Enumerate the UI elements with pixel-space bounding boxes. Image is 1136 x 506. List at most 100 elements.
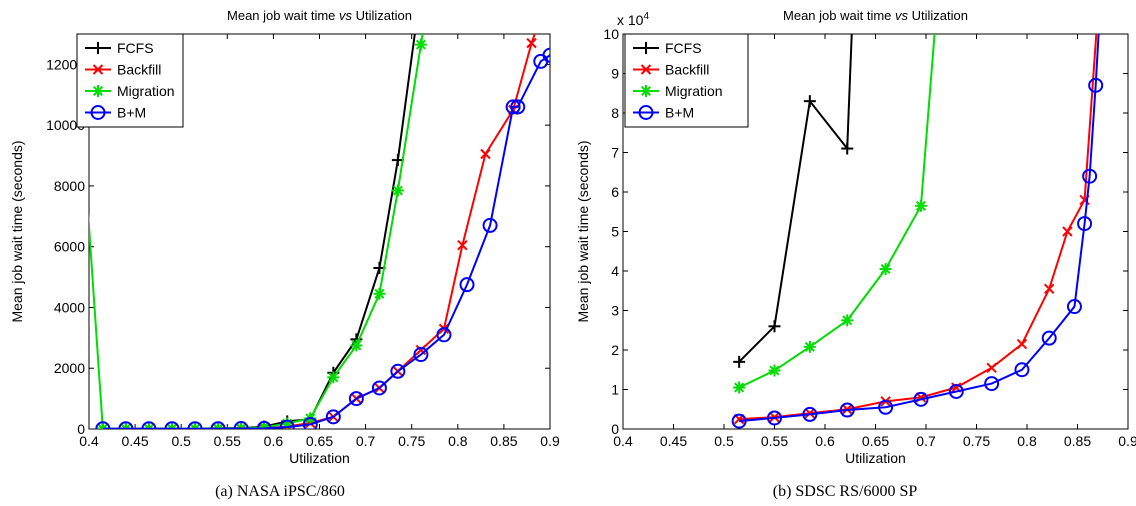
chart-title-part: Mean job wait time bbox=[783, 8, 895, 23]
series-b-m bbox=[95, 47, 550, 429]
data-point-x bbox=[1062, 226, 1073, 237]
data-point-circle bbox=[1082, 168, 1098, 184]
data-point-circle bbox=[1041, 330, 1057, 346]
data-point-circle bbox=[371, 380, 387, 396]
x-tick-label: 0.65 bbox=[306, 433, 333, 449]
data-point-x bbox=[526, 37, 537, 49]
legend-item: B+M bbox=[85, 105, 146, 121]
data-point-circle bbox=[348, 391, 364, 407]
chart-title-part: Utilization bbox=[908, 8, 968, 23]
data-point-asterisk bbox=[842, 315, 853, 326]
legend-item: Migration bbox=[633, 83, 723, 99]
x-tick-label: 0.55 bbox=[761, 433, 788, 449]
y-tick-label: 10000 bbox=[46, 117, 85, 133]
data-point-asterisk bbox=[734, 382, 745, 393]
x-tick-label: 0.65 bbox=[862, 433, 889, 449]
data-point-x bbox=[1016, 338, 1028, 350]
data-point-x bbox=[986, 362, 997, 373]
data-point-asterisk bbox=[804, 341, 815, 352]
y-tick-label: 4000 bbox=[54, 299, 85, 315]
y-tick-label: 9 bbox=[611, 66, 619, 82]
series-line bbox=[739, 34, 1100, 423]
data-point-x bbox=[804, 407, 816, 419]
data-point-circle bbox=[542, 47, 550, 63]
chart-panel-1: Mean job wait time vs Utilization 0.4 0.45… bbox=[9, 0, 560, 500]
chart-title-part: Utilization bbox=[352, 8, 412, 23]
y-tick-label: 12000 bbox=[46, 56, 85, 72]
x-tick-label: 0.6 bbox=[815, 433, 835, 449]
data-point-circle bbox=[187, 421, 203, 429]
data-point-asterisk bbox=[415, 39, 426, 50]
x-tick-label: 0.85 bbox=[490, 433, 517, 449]
data-point-circle bbox=[459, 277, 475, 293]
data-point-asterisk bbox=[640, 85, 652, 97]
data-point-x bbox=[1093, 10, 1102, 19]
y-axis-exponent-power: 4 bbox=[643, 11, 649, 22]
data-point-x bbox=[457, 239, 468, 251]
y-tick-label: 5 bbox=[611, 224, 619, 240]
data-point-circle bbox=[1066, 299, 1082, 315]
x-tick-label: 0.45 bbox=[121, 433, 148, 449]
legend-item: Migration bbox=[85, 83, 175, 99]
data-point-circle bbox=[210, 421, 226, 429]
x-tick-label: 0.4 bbox=[79, 433, 99, 449]
legend-item: Backfill bbox=[633, 62, 709, 78]
legend-label: B+M bbox=[665, 105, 694, 121]
y-tick-label: 10 bbox=[603, 26, 619, 42]
data-point-asterisk bbox=[880, 264, 891, 275]
data-point-asterisk bbox=[769, 365, 780, 376]
y-axis-exponent: x 104 bbox=[617, 11, 649, 28]
data-point-circle bbox=[325, 409, 341, 425]
x-tick-label: 0.8 bbox=[448, 433, 468, 449]
data-point-asterisk bbox=[392, 185, 403, 196]
data-point-x bbox=[415, 344, 427, 356]
data-point-circle bbox=[482, 217, 498, 233]
series-line bbox=[738, 34, 853, 363]
data-point-circle bbox=[302, 416, 318, 429]
data-point-circle bbox=[390, 363, 406, 379]
legend-label: Migration bbox=[117, 83, 175, 99]
data-point-circle bbox=[948, 383, 964, 399]
series-migration bbox=[733, 34, 936, 394]
data-point-circle bbox=[95, 421, 111, 429]
data-point-circle bbox=[413, 347, 429, 363]
data-point-x bbox=[541, 0, 550, 8]
data-point-circle bbox=[1014, 362, 1030, 378]
data-point-x bbox=[541, 0, 550, 8]
figure-caption: (b) SDSC RS/6000 SP bbox=[773, 483, 918, 500]
data-point-circle bbox=[118, 421, 134, 429]
data-point-circle bbox=[839, 402, 855, 418]
data-point-x bbox=[951, 382, 962, 393]
series-b-m bbox=[731, 34, 1104, 429]
data-point-circle bbox=[233, 421, 249, 429]
chart-title-part: vs bbox=[339, 8, 353, 23]
x-tick-label: 0.9 bbox=[1118, 433, 1136, 449]
chart-title-part: Mean job wait time bbox=[227, 8, 339, 23]
data-point-asterisk bbox=[92, 85, 104, 97]
data-point-x bbox=[1044, 283, 1055, 294]
y-tick-label: 7 bbox=[611, 145, 619, 161]
y-axis-exponent-base: x 10 bbox=[617, 12, 644, 28]
plot-series-group bbox=[89, 0, 550, 429]
legend-item: FCFS bbox=[633, 40, 702, 56]
legend-label: Backfill bbox=[665, 62, 709, 78]
data-point-x bbox=[640, 64, 652, 75]
series-line bbox=[102, 54, 550, 429]
y-tick-label: 6000 bbox=[54, 239, 85, 255]
x-tick-label: 0.75 bbox=[398, 433, 425, 449]
series-backfill bbox=[733, 10, 1102, 425]
x-tick-label: 0.9 bbox=[540, 433, 560, 449]
y-tick-label: 2000 bbox=[54, 360, 85, 376]
data-point-asterisk bbox=[915, 200, 926, 211]
data-point-circle bbox=[505, 99, 521, 115]
data-point-circle bbox=[878, 399, 894, 415]
data-point-circle bbox=[510, 99, 526, 115]
y-axis-label: Mean job wait time (seconds) bbox=[575, 140, 591, 322]
data-point-circle bbox=[802, 406, 818, 422]
plot-series-group bbox=[731, 10, 1104, 429]
data-point-asterisk bbox=[351, 340, 362, 351]
y-tick-label: 0 bbox=[611, 421, 619, 437]
legend-item: Backfill bbox=[85, 62, 161, 78]
chart-title: Mean job wait time vs Utilization bbox=[783, 8, 968, 23]
